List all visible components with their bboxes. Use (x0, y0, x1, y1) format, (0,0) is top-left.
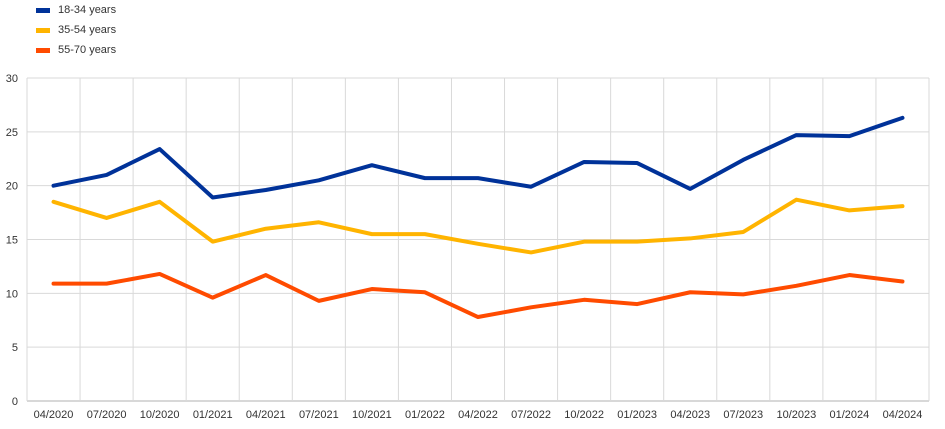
x-tick-label: 04/2023 (670, 409, 710, 421)
x-tick-label: 01/2021 (193, 409, 233, 421)
x-tick-label: 04/2020 (34, 409, 74, 421)
x-tick-label: 10/2023 (776, 409, 816, 421)
y-tick-label: 5 (12, 342, 18, 354)
legend-item-35-54: 35-54 years (36, 20, 116, 40)
legend-item-55-70: 55-70 years (36, 40, 116, 60)
y-tick-label: 0 (12, 396, 18, 408)
x-tick-label: 07/2022 (511, 409, 551, 421)
x-tick-label: 07/2023 (723, 409, 763, 421)
x-tick-label: 07/2020 (87, 409, 127, 421)
legend-label-55-70: 55-70 years (58, 44, 117, 56)
x-tick-label: 07/2021 (299, 409, 339, 421)
x-tick-label: 01/2023 (617, 409, 657, 421)
legend-label-18-34: 18-34 years (58, 4, 117, 16)
x-tick-label: 04/2021 (246, 409, 286, 421)
x-tick-label: 01/2024 (830, 409, 870, 421)
x-tick-label: 01/2022 (405, 409, 445, 421)
legend-swatch-35-54 (36, 27, 50, 33)
legend-swatch-55-70 (36, 47, 50, 53)
legend-swatch-18-34 (36, 7, 50, 13)
x-tick-label: 10/2022 (564, 409, 604, 421)
y-tick-label: 30 (6, 73, 18, 85)
x-tick-label: 10/2020 (140, 409, 180, 421)
chart-legend: 18-34 years 35-54 years 55-70 years (36, 0, 116, 60)
y-tick-label: 25 (6, 127, 18, 139)
x-tick-label: 10/2021 (352, 409, 392, 421)
series-line-1 (51, 197, 905, 255)
series-line-2 (51, 271, 905, 320)
x-tick-label: 04/2024 (883, 409, 923, 421)
y-tick-label: 20 (6, 181, 18, 193)
x-tick-label: 04/2022 (458, 409, 498, 421)
y-tick-label: 15 (6, 235, 18, 247)
legend-label-35-54: 35-54 years (58, 24, 117, 36)
legend-item-18-34: 18-34 years (36, 0, 116, 20)
y-tick-label: 10 (6, 288, 18, 300)
